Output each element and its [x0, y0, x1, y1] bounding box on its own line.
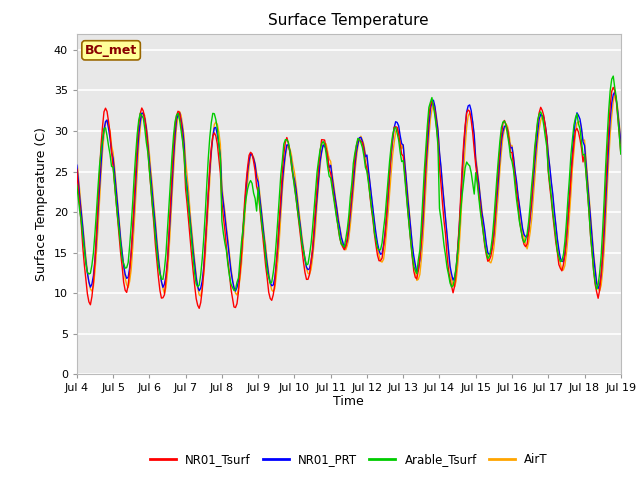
Title: Surface Temperature: Surface Temperature [269, 13, 429, 28]
Legend: NR01_Tsurf, NR01_PRT, Arable_Tsurf, AirT: NR01_Tsurf, NR01_PRT, Arable_Tsurf, AirT [145, 448, 552, 471]
Text: BC_met: BC_met [85, 44, 137, 57]
X-axis label: Time: Time [333, 395, 364, 408]
Y-axis label: Surface Temperature (C): Surface Temperature (C) [35, 127, 48, 281]
